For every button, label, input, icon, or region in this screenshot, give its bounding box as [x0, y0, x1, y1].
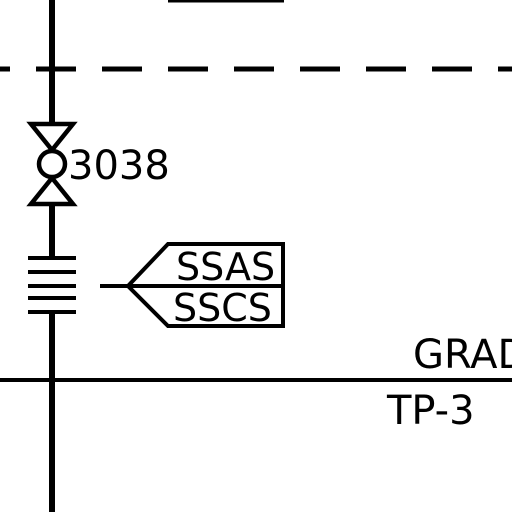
valve-symbol — [26, 121, 78, 207]
connector-flag — [125, 242, 285, 328]
flag-upper-label: SSAS — [176, 245, 275, 289]
upper-box-edge — [168, 0, 284, 3]
grade-label: GRAD — [413, 332, 512, 378]
grade-reference: TP-3 — [386, 388, 475, 434]
flag-lower-label: SSCS — [173, 286, 272, 330]
valve-tag: 3038 — [68, 143, 170, 189]
line-break-marks — [28, 256, 128, 314]
